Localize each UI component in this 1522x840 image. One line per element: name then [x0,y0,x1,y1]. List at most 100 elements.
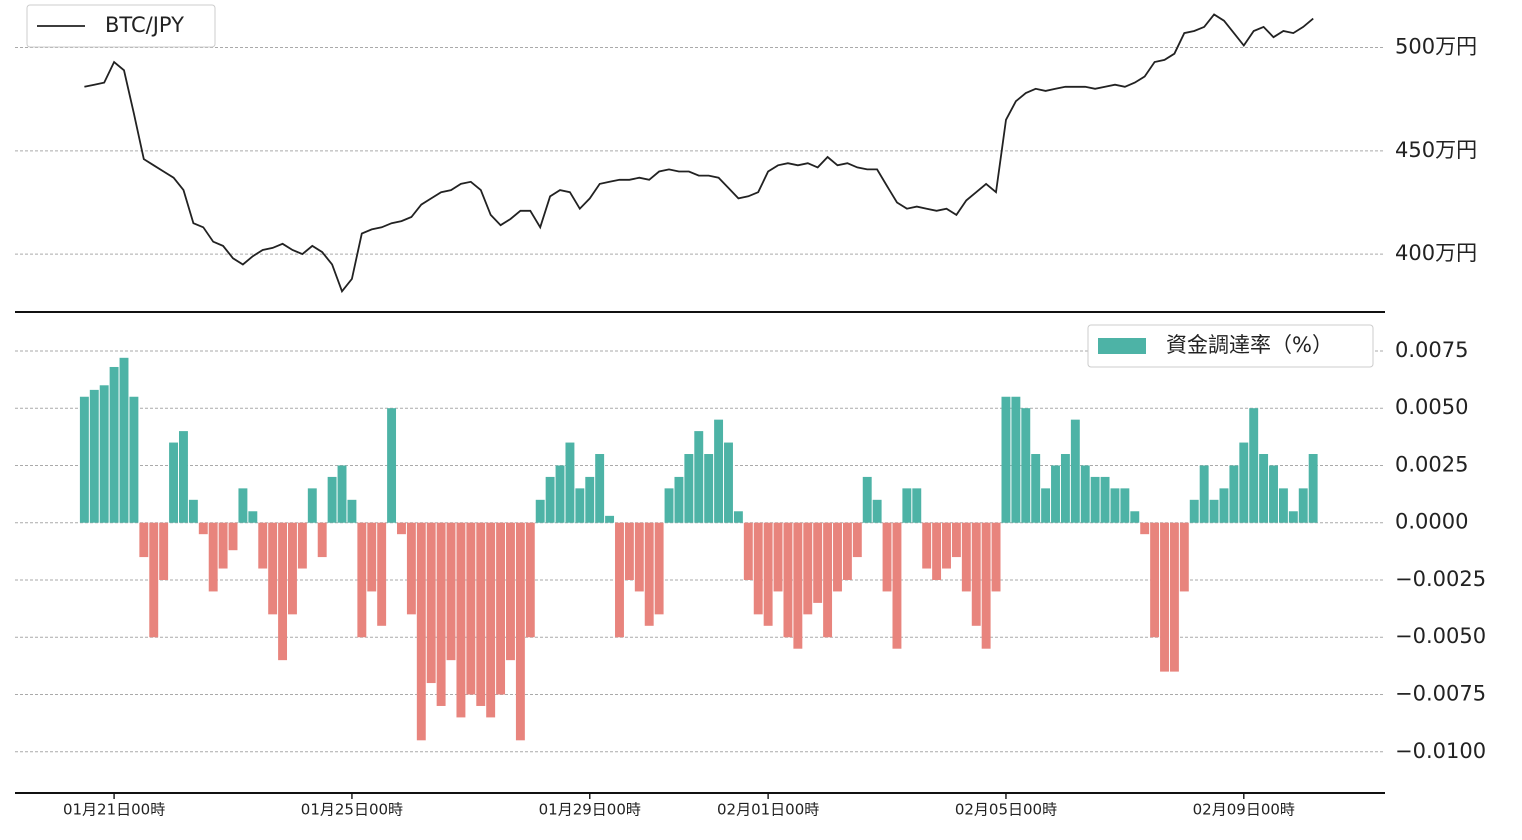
y-tick-label: 0.0000 [1395,510,1468,534]
bar [278,522,288,661]
bar [198,522,208,535]
bar [1169,522,1179,672]
y-tick-label: −0.0100 [1395,739,1486,763]
bar [1189,499,1199,523]
y-tick-label: 450万円 [1395,138,1477,162]
bar [961,522,971,592]
bar [476,522,486,706]
bar [545,476,555,523]
bar [337,465,347,523]
bar [842,522,852,580]
bar [733,511,743,523]
bar [1041,488,1051,523]
bar [208,522,218,592]
bar [813,522,823,603]
bar [1278,488,1288,523]
y-tick-label: 0.0025 [1395,452,1468,476]
bar [644,522,654,626]
bar [79,396,89,523]
bar [724,442,733,523]
bar [1130,511,1140,523]
bar [1021,408,1031,523]
bar [1219,488,1229,523]
bar [307,488,317,523]
y-tick-label: 500万円 [1395,35,1477,59]
bar [1229,465,1239,523]
legend-box [1087,324,1374,368]
bar [525,522,535,638]
bar [833,522,842,592]
legend-label: 資金調達率（%） [1166,333,1333,357]
y-tick-label: −0.0025 [1395,567,1486,591]
bar [704,454,714,523]
bar [149,522,159,638]
bar [991,522,1001,592]
bar [515,522,525,741]
bar [803,522,813,615]
bar [773,522,783,592]
bar [852,522,862,558]
x-tick-label: 02月01日00時 [717,801,819,819]
bar [1259,454,1269,523]
bar [1001,396,1011,523]
bar [327,476,337,523]
bar [634,522,644,592]
bar [218,522,228,569]
bar [1080,465,1090,523]
bar [793,522,803,649]
bar [902,488,912,523]
bar [743,522,753,580]
bar [387,408,397,523]
bar [565,442,575,523]
bar [367,522,377,592]
x-tick-label: 01月21日00時 [63,801,165,819]
bar [248,511,258,523]
bar [1110,488,1120,523]
x-tick-label: 01月25日00時 [301,801,403,819]
bar [654,522,664,615]
bar [892,522,902,649]
bar [317,522,327,558]
bar [159,522,169,580]
bar [674,476,684,523]
bar [397,522,406,535]
bar [981,522,991,649]
bar [912,488,922,523]
y-tick-label: −0.0050 [1395,624,1486,648]
y-tick-label: −0.0075 [1395,682,1486,706]
bar [575,488,585,523]
x-tick-label: 02月05日00時 [955,801,1057,819]
bar [139,522,149,558]
bar [228,522,238,551]
x-tick-label: 02月09日00時 [1193,801,1295,819]
bar [1298,488,1308,523]
bar [1140,522,1150,535]
bar [595,454,605,523]
bar [297,522,307,569]
bar [1090,476,1100,523]
bar [347,499,357,523]
y-tick-label: 400万円 [1395,241,1477,265]
bar [1051,465,1060,523]
bar [694,431,704,523]
bar [872,499,882,523]
bar [109,366,119,523]
bar [89,389,99,523]
bar [615,522,624,638]
bar [1269,465,1278,523]
bar [238,488,248,523]
bar [605,515,615,523]
bar [416,522,426,741]
legend-box [26,4,216,48]
bar [179,431,188,523]
bar [377,522,387,626]
bar [951,522,961,558]
bar [288,522,297,615]
bar [942,522,951,569]
y-tick-label: 0.0075 [1395,338,1468,362]
bar [129,396,139,523]
bar [932,522,942,580]
bar [1308,454,1318,523]
